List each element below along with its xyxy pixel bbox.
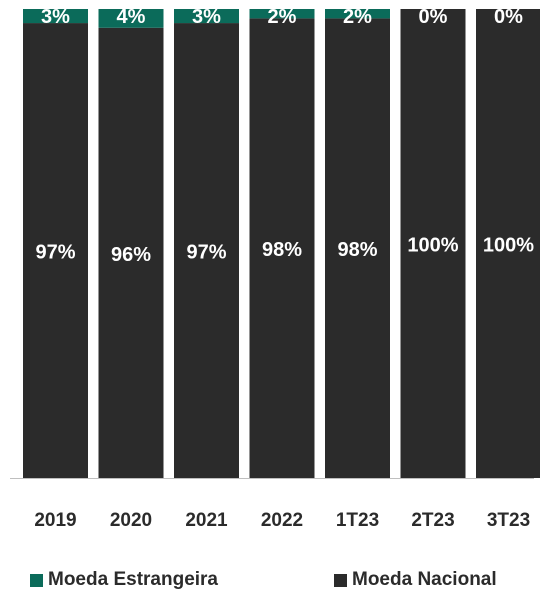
legend: Moeda Estrangeira Moeda Nacional [0,569,540,599]
x-tick-label-2022: 2022 [261,510,303,531]
x-tick-label-2t23: 2T23 [411,510,454,531]
data-label-moeda-nacional-2019: 97% [35,242,75,264]
data-label-moeda-nacional-2t23: 100% [407,235,458,257]
legend-label-moeda-estrangeira: Moeda Estrangeira [48,569,218,590]
data-label-moeda-estrangeira-2022: 2% [268,6,297,28]
data-label-moeda-estrangeira-1t23: 2% [343,6,372,28]
legend-label-moeda-nacional: Moeda Nacional [352,569,497,590]
legend-swatch-moeda-estrangeira [30,573,43,587]
legend-item-moeda-estrangeira: Moeda Estrangeira [30,569,218,591]
bar-moeda-estrangeira-2019 [23,9,88,24]
legend-swatch-moeda-nacional [334,573,347,587]
data-label-moeda-estrangeira-2t23: 0% [419,6,448,28]
bar-moeda-estrangeira-2021 [174,9,239,24]
data-label-moeda-estrangeira-3t23: 0% [494,6,523,28]
data-label-moeda-estrangeira-2019: 3% [41,6,70,28]
x-tick-label-3t23: 3T23 [487,510,530,531]
data-label-moeda-nacional-3t23: 100% [483,235,534,257]
x-tick-label-2021: 2021 [185,510,228,531]
bar-moeda-nacional-2021 [174,23,239,478]
x-tick-label-2019: 2019 [34,510,76,531]
data-label-moeda-nacional-1t23: 98% [337,239,377,261]
bar-moeda-nacional-2020 [98,27,164,478]
bar-moeda-estrangeira-1t23 [325,9,390,19]
x-tick-label-2020: 2020 [110,510,152,531]
bar-moeda-nacional-3t23 [476,9,540,478]
legend-item-moeda-nacional: Moeda Nacional [334,569,497,591]
data-label-moeda-nacional-2020: 96% [111,244,151,266]
bar-moeda-estrangeira-2022 [249,9,315,19]
bar-moeda-estrangeira-2020 [98,9,164,28]
bar-moeda-nacional-2019 [23,23,88,478]
data-label-moeda-estrangeira-2021: 3% [192,6,221,28]
x-tick-label-1t23: 1T23 [336,510,379,531]
data-label-moeda-nacional-2021: 97% [186,242,226,264]
bar-moeda-nacional-2t23 [400,9,466,478]
bar-moeda-nacional-1t23 [325,18,390,478]
data-label-moeda-nacional-2022: 98% [262,239,302,261]
bar-moeda-nacional-2022 [249,18,315,478]
data-label-moeda-estrangeira-2020: 4% [117,6,146,28]
